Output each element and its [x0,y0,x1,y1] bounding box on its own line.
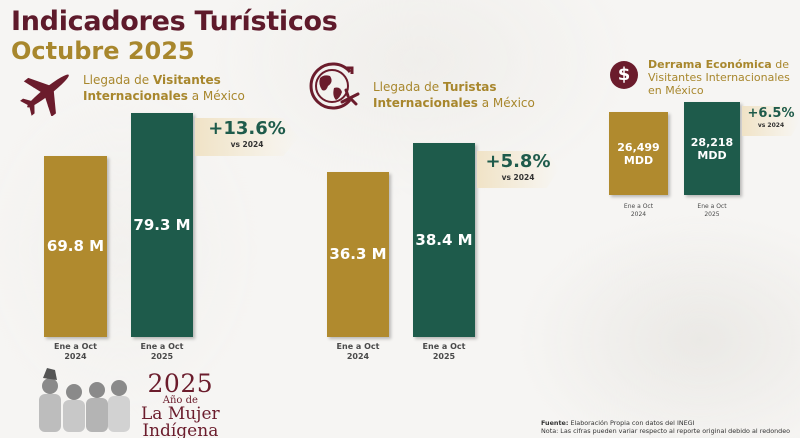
section-heading-derrama: Derrama Económica de Visitantes Internac… [648,58,790,97]
x-label-2024: Ene a Oct 2024 [336,342,380,361]
x-label-2025: Ene a Oct 2025 [697,203,727,218]
bar-value: 28,218 MDD [690,135,734,162]
bar-value: 79.3 M [133,215,191,234]
dollar-icon: $ [610,61,638,89]
bar-visitantes-2024: 69.8 M [44,156,107,337]
section-heading-visitantes: Llegada de Visitantes Internacionales a … [83,73,245,103]
bar-value: 38.4 M [415,230,473,249]
page-subtitle: Octubre 2025 [11,37,195,65]
bar-visitantes-2025: 79.3 M [131,113,193,337]
footnote: Fuente: Elaboración Propia con datos del… [541,419,791,435]
page-title: Indicadores Turísticos [11,6,338,37]
x-label-2025: Ene a Oct 2025 [422,342,466,361]
change-vs: vs 2024 [757,122,785,129]
change-percent: +5.8% [485,151,551,172]
section-heading-turistas: Llegada de Turistas Internacionales a Mé… [373,80,535,110]
change-badge: +6.5% vs 2024 [742,106,800,136]
change-percent: +13.6% [208,118,286,139]
change-vs: vs 2024 [501,173,535,182]
airplane-icon [18,66,78,117]
change-badge: +13.6% vs 2024 [195,118,299,156]
bar-derrama-2025: 28,218 MDD [684,102,740,195]
globe-airplane-icon [306,60,360,112]
year-logo: 2025 Año de La Mujer Indígena [141,369,220,438]
x-label-2024: Ene a Oct 2024 [623,203,654,218]
indigenous-women-illustration [33,366,137,432]
x-label-2024: Ene a Oct 2024 [54,342,97,361]
bar-derrama-2024: 26,499 MDD [609,112,668,195]
bar-turistas-2024: 36.3 M [327,172,389,337]
bar-turistas-2025: 38.4 M [413,143,475,337]
bar-value: 69.8 M [46,237,105,255]
bar-value: 36.3 M [329,245,387,263]
change-vs: vs 2024 [230,140,264,149]
bar-value: 26,499 MDD [617,140,660,167]
x-label-2025: Ene a Oct 2025 [140,342,184,361]
change-percent: +6.5% [747,106,795,121]
change-badge: +5.8% vs 2024 [477,151,559,188]
